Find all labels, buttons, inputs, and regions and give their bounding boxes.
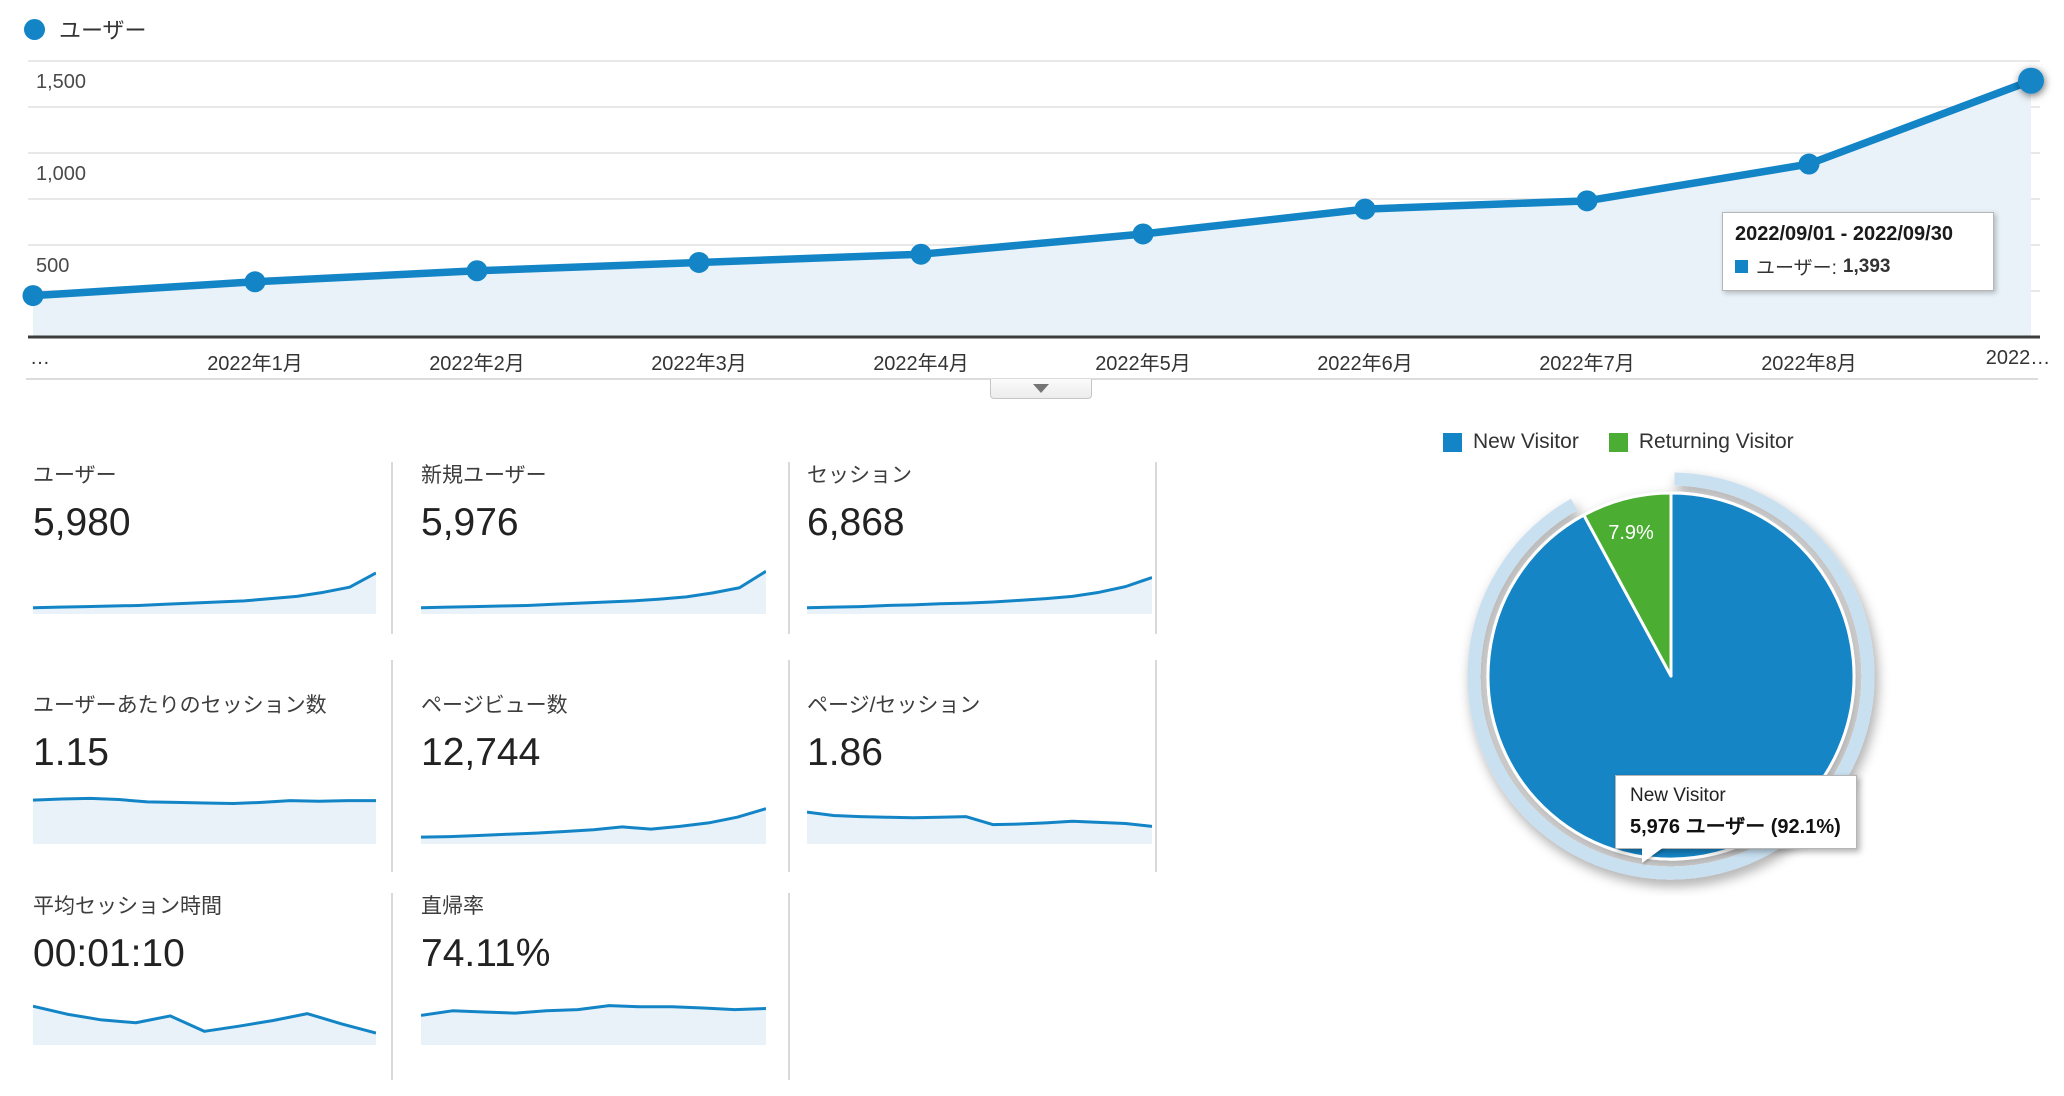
metric-label: ページ/セッション (807, 694, 981, 718)
legend-item-returning-visitor: Returning Visitor (1608, 430, 1794, 454)
x-axis-label: 2022年3月 (651, 353, 747, 375)
metric-value: 00:01:10 (33, 931, 185, 975)
metric-card-users[interactable]: ユーザー 5,980 (33, 462, 393, 634)
metric-card-sessions[interactable]: セッション 6,868 (807, 462, 1157, 634)
metric-card-bounce-rate[interactable]: 直帰率 74.11% (421, 893, 790, 1080)
metric-label: セッション (807, 464, 912, 487)
pie-tooltip-detail: 5,976 ユーザー (92.1%) (1630, 816, 1841, 838)
legend-label: New Visitor (1473, 430, 1579, 453)
metric-card-pageviews[interactable]: ページビュー数 12,744 (421, 660, 790, 872)
metric-label: ユーザーあたりのセッション数 (33, 694, 327, 718)
tooltip-series-name: ユーザー: (1756, 258, 1837, 279)
new-visitor-color-square (1443, 432, 1462, 452)
metric-row-2: ユーザーあたりのセッション数 1.15 ページビュー数 12,744 ページ/セ… (0, 660, 1200, 872)
x-axis-label: 2022年5月 (1095, 353, 1191, 375)
returning-visitor-color-square (1608, 432, 1628, 452)
metric-value: 12,744 (421, 731, 541, 774)
metric-label: ユーザー (33, 464, 117, 487)
tooltip-pointer (1642, 847, 1664, 863)
x-axis-label: … (30, 347, 50, 369)
visitor-type-pie-chart[interactable] (1451, 456, 1891, 896)
metric-row-1: ユーザー 5,980 新規ユーザー 5,976 セッション 6,868 (0, 462, 1200, 634)
x-axis-label: 2022年1月 (207, 353, 303, 375)
sparkline-avg-session-duration (33, 988, 376, 1045)
legend-item-new-visitor: New Visitor (1443, 430, 1579, 454)
tooltip-date-range: 2022/09/01 - 2022/09/30 (1735, 223, 1953, 245)
sparkline-users (33, 557, 376, 614)
metric-row-3: 平均セッション時間 00:01:10 直帰率 74.11% (0, 893, 1200, 1080)
metric-value: 1.15 (33, 731, 109, 774)
metric-label: 直帰率 (421, 895, 484, 918)
x-axis-label: 2022年8月 (1761, 353, 1857, 375)
line-chart-tooltip: 2022/09/01 - 2022/09/30 ユーザー: 1,393 (1722, 212, 1994, 291)
pie-tooltip-title: New Visitor (1630, 785, 1726, 806)
pie-legend: New Visitor Returning Visitor (1443, 430, 1794, 454)
sparkline-pageviews (421, 787, 766, 844)
metric-label: ページビュー数 (421, 694, 568, 718)
pie-slice-percentage-label: 7.9% (1608, 522, 1654, 544)
sparkline-new-users (421, 557, 766, 614)
svg-text:500: 500 (36, 255, 69, 277)
metric-card-avg-session-duration[interactable]: 平均セッション時間 00:01:10 (33, 893, 393, 1080)
x-axis-label: 2022年7月 (1539, 353, 1635, 375)
svg-text:1,500: 1,500 (36, 71, 86, 93)
x-axis-label: 2022… (1985, 347, 2051, 369)
series-color-dot (24, 18, 45, 40)
metric-value: 5,980 (33, 500, 131, 544)
svg-text:1,000: 1,000 (36, 163, 86, 185)
x-axis-label: 2022年4月 (873, 353, 969, 375)
pie-tooltip: New Visitor 5,976 ユーザー (92.1%) (1615, 775, 1857, 863)
users-line-chart[interactable]: 500 1,000 1,500 (0, 40, 2064, 350)
sparkline-pages-per-session (807, 787, 1152, 844)
series-color-square (1735, 260, 1748, 273)
chart-collapse-button[interactable] (990, 379, 1092, 399)
sparkline-sessions (807, 557, 1152, 614)
metric-card-sessions-per-user[interactable]: ユーザーあたりのセッション数 1.15 (33, 660, 393, 872)
metric-value: 6,868 (807, 500, 905, 544)
metric-label: 新規ユーザー (421, 464, 547, 487)
sparkline-bounce-rate (421, 988, 766, 1045)
tooltip-value: 1,393 (1842, 255, 1891, 277)
metric-label: 平均セッション時間 (33, 895, 222, 918)
triangle-down-icon (1033, 384, 1049, 393)
x-axis-label: 2022年2月 (429, 353, 525, 375)
metric-value: 74.11% (421, 931, 551, 975)
metric-card-new-users[interactable]: 新規ユーザー 5,976 (421, 462, 790, 634)
metric-card-pages-per-session[interactable]: ページ/セッション 1.86 (807, 660, 1157, 872)
sparkline-sessions-per-user (33, 787, 376, 844)
metric-value: 1.86 (807, 731, 883, 774)
chart-legend: ユーザー (24, 13, 147, 45)
metric-value: 5,976 (421, 500, 519, 544)
series-label: ユーザー (59, 18, 147, 43)
legend-label: Returning Visitor (1638, 430, 1794, 453)
x-axis-label: 2022年6月 (1317, 353, 1413, 375)
